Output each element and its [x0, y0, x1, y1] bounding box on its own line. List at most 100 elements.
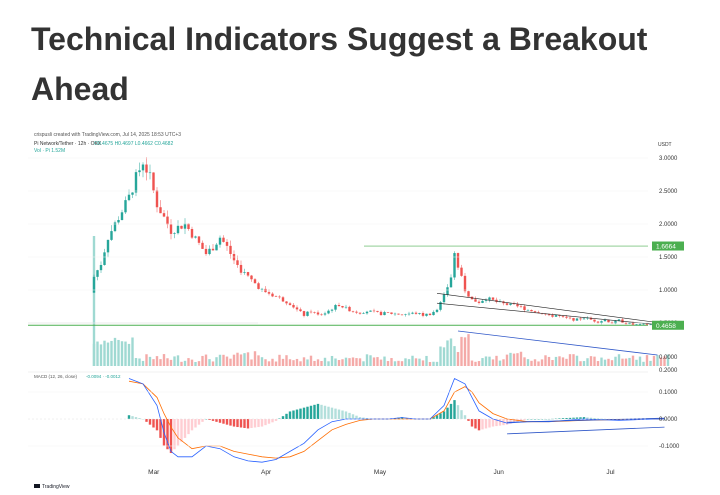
volume-bar: [376, 357, 378, 366]
candle-body: [506, 303, 508, 305]
x-tick-label: Apr: [261, 469, 272, 476]
volume-bar: [177, 355, 179, 366]
macd-hist-bar: [289, 411, 291, 419]
macd-tick-label: -0.1000: [659, 444, 680, 450]
volume-bar: [215, 357, 217, 366]
candle-body: [156, 190, 158, 207]
candle-body: [352, 311, 354, 312]
volume-bar: [257, 355, 259, 366]
volume-tick-0: 0.0000: [659, 355, 678, 361]
volume-bar: [296, 359, 298, 366]
candle-body: [579, 318, 581, 319]
volume-bar: [380, 360, 382, 366]
macd-hist-bar: [152, 419, 154, 428]
volume-bar: [170, 360, 172, 366]
macd-hist-bar: [131, 416, 133, 419]
macd-hist-bar: [240, 419, 242, 428]
macd-hist-bar: [310, 406, 312, 419]
volume-bar: [642, 362, 644, 366]
candle-body: [327, 311, 329, 314]
candle-body: [310, 312, 312, 313]
candle-body: [642, 324, 644, 325]
macd-hist-bar: [170, 419, 172, 453]
volume-bar: [394, 361, 396, 366]
candle-body: [114, 222, 116, 231]
volume-bar: [187, 358, 189, 366]
volume-bar: [555, 357, 557, 366]
macd-hist-bar: [128, 415, 130, 419]
macd-hist-bar: [215, 419, 217, 422]
volume-bar: [646, 355, 648, 366]
volume-bar: [194, 362, 196, 366]
volume-bar: [474, 362, 476, 366]
macd-hist-bar: [243, 419, 245, 428]
candle-body: [520, 306, 522, 307]
symbol-line: Pi Network/Tether · 12h · OKX: [34, 141, 102, 147]
candle-body: [366, 312, 368, 314]
candle-body: [313, 312, 315, 313]
brand-label: TradingView: [42, 484, 70, 490]
candle-body: [565, 317, 567, 318]
macd-hist-bar: [317, 404, 319, 419]
candle-body: [331, 310, 333, 311]
macd-hist-bar: [268, 419, 270, 424]
candle-body: [481, 301, 483, 303]
volume-bar: [348, 358, 350, 366]
x-tick-label: Mar: [148, 469, 160, 476]
volume-bar: [313, 361, 315, 366]
candle-body: [411, 313, 413, 314]
volume-bar: [611, 360, 613, 366]
macd-hist-bar: [226, 419, 228, 425]
volume-bar: [159, 359, 161, 366]
volume-bar: [229, 359, 231, 366]
macd-hist-bar: [478, 419, 480, 430]
volume-bar: [107, 343, 109, 366]
volume-bar: [299, 361, 301, 366]
candle-body: [135, 172, 137, 192]
volume-bar: [625, 359, 627, 366]
candle-body: [446, 287, 448, 294]
candle-body: [187, 224, 189, 229]
volume-bar: [572, 354, 574, 366]
volume-bar: [635, 360, 637, 366]
volume-bar: [527, 359, 529, 366]
candle-body: [562, 316, 564, 317]
volume-bar: [138, 358, 140, 366]
volume-bar: [436, 362, 438, 366]
candle-body: [523, 306, 525, 310]
macd-hist-bar: [499, 419, 501, 426]
volume-bar: [163, 354, 165, 366]
macd-hist-bar: [562, 418, 564, 419]
volume-bar: [387, 361, 389, 366]
macd-hist-bar: [282, 416, 284, 419]
candle-body: [425, 314, 427, 316]
volume-bar: [523, 357, 525, 366]
candle-body: [387, 312, 389, 313]
logo-icon: [34, 484, 40, 488]
volume-bar: [292, 360, 294, 366]
candle-body: [618, 319, 620, 320]
volume-bar: [110, 341, 112, 366]
candle-body: [131, 193, 133, 195]
candle-body: [166, 217, 168, 225]
candle-body: [100, 265, 102, 270]
candle-body: [292, 305, 294, 307]
volume-bar: [124, 342, 126, 366]
macd-hist-bar: [198, 419, 200, 425]
volume-bar: [264, 359, 266, 366]
macd-hist-bar: [219, 419, 221, 423]
volume-bar: [303, 357, 305, 366]
volume-bar: [278, 355, 280, 366]
candle-body: [184, 224, 186, 229]
candle-body: [453, 253, 455, 277]
candle-body: [359, 313, 361, 314]
volume-bar: [240, 354, 242, 366]
volume-bar: [548, 357, 550, 366]
volume-bar: [208, 359, 210, 366]
volume-bar: [537, 361, 539, 366]
candle-body: [275, 296, 277, 297]
candle-body: [488, 297, 490, 299]
volume-bar: [621, 359, 623, 366]
volume-bar: [373, 357, 375, 366]
